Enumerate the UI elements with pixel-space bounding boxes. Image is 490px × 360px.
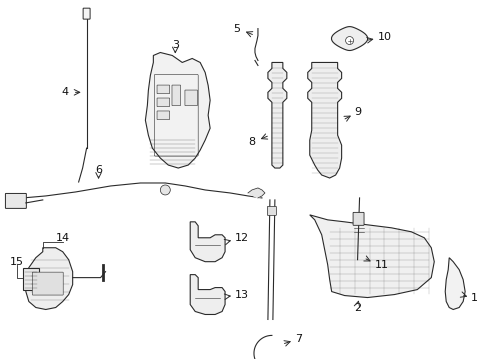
FancyBboxPatch shape bbox=[83, 8, 90, 19]
Text: 12: 12 bbox=[235, 233, 249, 243]
Polygon shape bbox=[310, 215, 434, 298]
Text: 1: 1 bbox=[471, 293, 478, 302]
Text: 14: 14 bbox=[56, 233, 70, 243]
Polygon shape bbox=[190, 275, 225, 315]
Text: 4: 4 bbox=[62, 87, 69, 97]
Polygon shape bbox=[308, 62, 342, 178]
Text: 15: 15 bbox=[10, 257, 24, 267]
FancyBboxPatch shape bbox=[157, 98, 170, 107]
Polygon shape bbox=[268, 62, 287, 168]
Text: 9: 9 bbox=[355, 107, 362, 117]
Text: 2: 2 bbox=[354, 302, 361, 312]
Polygon shape bbox=[23, 268, 39, 289]
Circle shape bbox=[160, 185, 171, 195]
Circle shape bbox=[345, 37, 354, 45]
Text: 10: 10 bbox=[377, 32, 392, 41]
FancyBboxPatch shape bbox=[157, 85, 170, 94]
Polygon shape bbox=[146, 53, 210, 168]
FancyBboxPatch shape bbox=[185, 90, 197, 105]
FancyBboxPatch shape bbox=[157, 111, 170, 120]
Polygon shape bbox=[445, 258, 465, 310]
Text: 13: 13 bbox=[235, 289, 249, 300]
Text: 11: 11 bbox=[374, 260, 389, 270]
Text: 8: 8 bbox=[248, 137, 255, 147]
FancyBboxPatch shape bbox=[172, 85, 180, 105]
FancyBboxPatch shape bbox=[353, 212, 364, 225]
FancyBboxPatch shape bbox=[32, 272, 63, 295]
FancyBboxPatch shape bbox=[5, 193, 26, 208]
Text: 3: 3 bbox=[172, 40, 179, 50]
FancyBboxPatch shape bbox=[268, 206, 276, 215]
Polygon shape bbox=[26, 248, 73, 310]
Polygon shape bbox=[332, 27, 368, 50]
Text: 7: 7 bbox=[295, 334, 302, 345]
Text: 6: 6 bbox=[95, 165, 102, 175]
Polygon shape bbox=[190, 222, 225, 262]
Text: 5: 5 bbox=[233, 24, 240, 33]
Polygon shape bbox=[248, 188, 265, 198]
